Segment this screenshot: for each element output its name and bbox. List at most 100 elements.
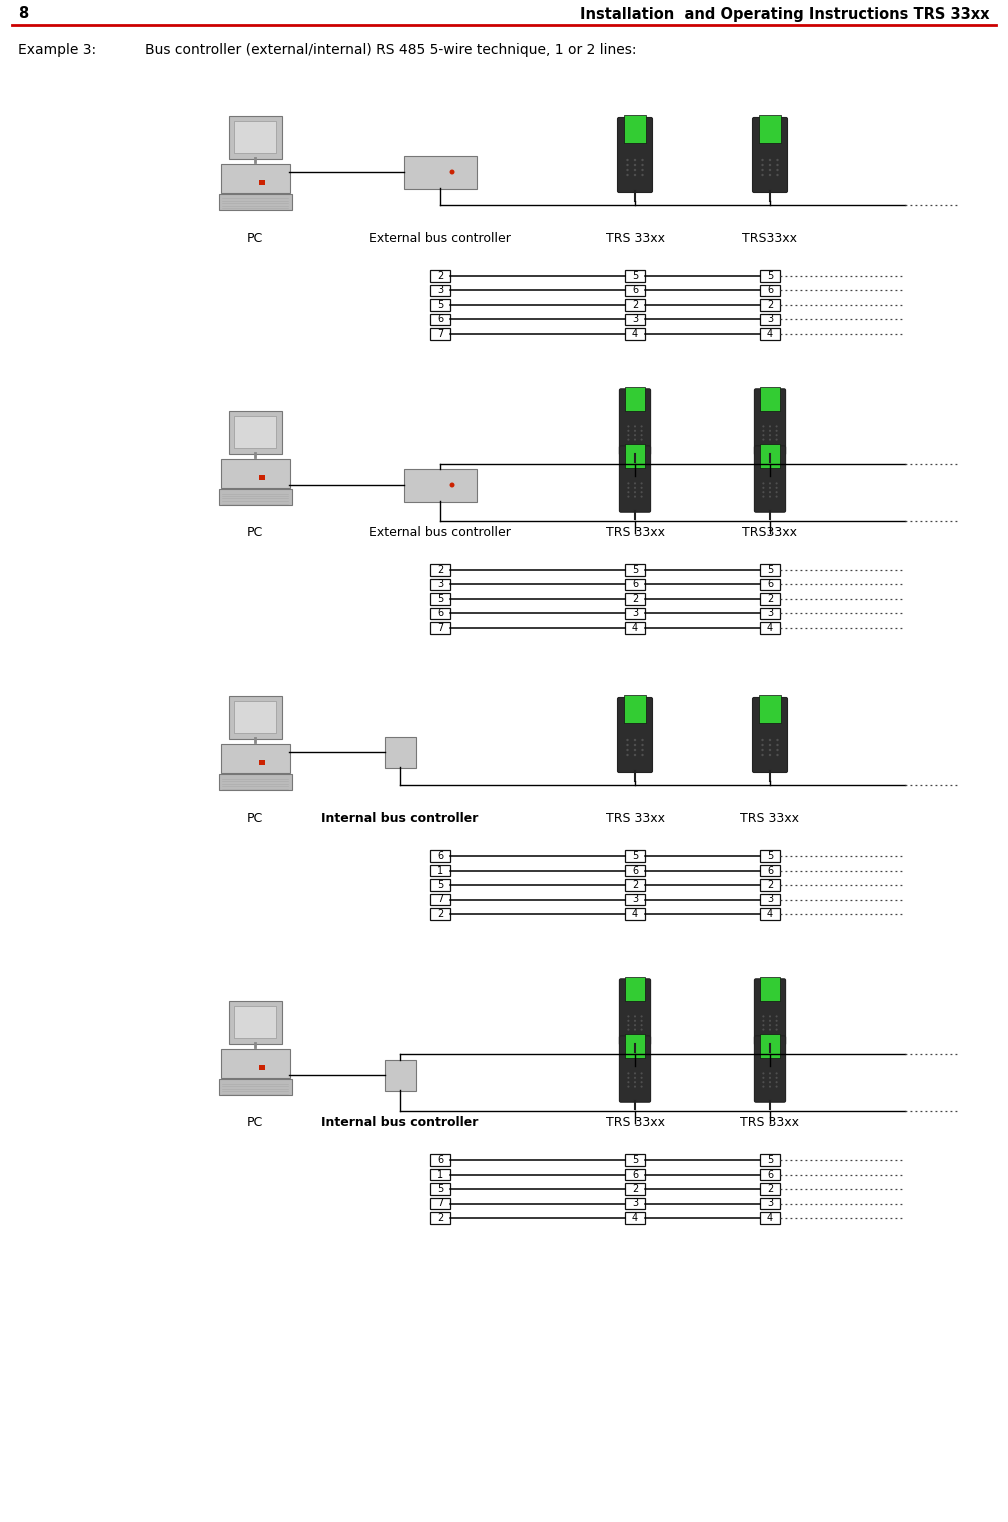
- Bar: [625, 893, 645, 906]
- Circle shape: [627, 1076, 629, 1079]
- Circle shape: [634, 738, 636, 741]
- Text: 4: 4: [767, 909, 773, 919]
- Circle shape: [776, 749, 779, 752]
- Circle shape: [761, 738, 764, 741]
- Bar: [760, 1183, 780, 1195]
- Text: 6: 6: [767, 580, 773, 589]
- FancyBboxPatch shape: [229, 116, 281, 158]
- Bar: [430, 594, 450, 604]
- Circle shape: [626, 744, 629, 746]
- Text: 5: 5: [632, 1155, 638, 1164]
- Circle shape: [634, 744, 636, 746]
- Circle shape: [634, 753, 636, 756]
- Circle shape: [641, 753, 644, 756]
- Circle shape: [626, 738, 629, 741]
- Bar: [760, 285, 780, 297]
- Text: 6: 6: [632, 286, 638, 295]
- Circle shape: [640, 1024, 643, 1026]
- Circle shape: [761, 169, 764, 170]
- Bar: [760, 565, 780, 575]
- Bar: [430, 1154, 450, 1166]
- Bar: [430, 565, 450, 575]
- Circle shape: [761, 164, 764, 166]
- Text: 7: 7: [436, 622, 444, 633]
- Circle shape: [775, 496, 777, 498]
- Bar: [760, 1154, 780, 1166]
- FancyBboxPatch shape: [384, 737, 415, 767]
- Circle shape: [769, 434, 771, 437]
- Circle shape: [762, 1020, 764, 1021]
- Bar: [430, 300, 450, 310]
- Circle shape: [627, 438, 629, 441]
- Circle shape: [761, 744, 764, 746]
- Circle shape: [769, 1076, 771, 1079]
- Text: 3: 3: [436, 580, 444, 589]
- Circle shape: [640, 425, 643, 428]
- Text: 2: 2: [632, 300, 638, 310]
- Text: 2: 2: [436, 1213, 444, 1224]
- Circle shape: [769, 1085, 771, 1088]
- Circle shape: [634, 429, 636, 432]
- FancyBboxPatch shape: [753, 117, 787, 192]
- Bar: [259, 475, 265, 479]
- Circle shape: [762, 429, 764, 432]
- Circle shape: [761, 158, 764, 161]
- Circle shape: [627, 1085, 629, 1088]
- Circle shape: [761, 753, 764, 756]
- Circle shape: [640, 492, 643, 493]
- Circle shape: [450, 482, 455, 487]
- Circle shape: [762, 1085, 764, 1088]
- Bar: [430, 1169, 450, 1180]
- Circle shape: [626, 158, 629, 161]
- Circle shape: [627, 482, 629, 484]
- Circle shape: [640, 1020, 643, 1021]
- FancyBboxPatch shape: [219, 489, 291, 504]
- Circle shape: [776, 744, 779, 746]
- Text: 2: 2: [632, 594, 638, 604]
- FancyBboxPatch shape: [219, 773, 291, 790]
- Bar: [430, 909, 450, 919]
- FancyBboxPatch shape: [754, 979, 785, 1046]
- Circle shape: [775, 438, 777, 441]
- Bar: [759, 116, 781, 143]
- Circle shape: [769, 158, 771, 161]
- Circle shape: [627, 1015, 629, 1017]
- Bar: [624, 116, 646, 143]
- Circle shape: [626, 753, 629, 756]
- Circle shape: [775, 1020, 777, 1021]
- Circle shape: [762, 434, 764, 437]
- Circle shape: [762, 1024, 764, 1026]
- Text: 5: 5: [767, 851, 773, 861]
- Circle shape: [769, 487, 771, 489]
- Circle shape: [775, 492, 777, 493]
- FancyBboxPatch shape: [229, 1000, 281, 1044]
- Circle shape: [627, 492, 629, 493]
- Bar: [625, 851, 645, 861]
- Bar: [430, 329, 450, 339]
- FancyBboxPatch shape: [403, 155, 477, 189]
- Text: 6: 6: [436, 609, 444, 618]
- Text: 2: 2: [632, 880, 638, 890]
- Bar: [760, 578, 780, 591]
- Bar: [624, 696, 646, 723]
- Bar: [760, 1169, 780, 1180]
- Text: 6: 6: [632, 1169, 638, 1180]
- Circle shape: [627, 425, 629, 428]
- Text: 4: 4: [632, 622, 638, 633]
- Text: Internal bus controller: Internal bus controller: [322, 813, 479, 825]
- Bar: [625, 594, 645, 604]
- Circle shape: [762, 1015, 764, 1017]
- Circle shape: [776, 164, 779, 166]
- Bar: [760, 893, 780, 906]
- Bar: [760, 444, 779, 469]
- Circle shape: [769, 1015, 771, 1017]
- Bar: [430, 1212, 450, 1224]
- Circle shape: [761, 174, 764, 177]
- Bar: [259, 1065, 265, 1070]
- Circle shape: [769, 1073, 771, 1075]
- FancyBboxPatch shape: [403, 469, 477, 502]
- Bar: [625, 578, 645, 591]
- Text: 4: 4: [767, 622, 773, 633]
- Bar: [760, 314, 780, 326]
- Circle shape: [641, 749, 644, 752]
